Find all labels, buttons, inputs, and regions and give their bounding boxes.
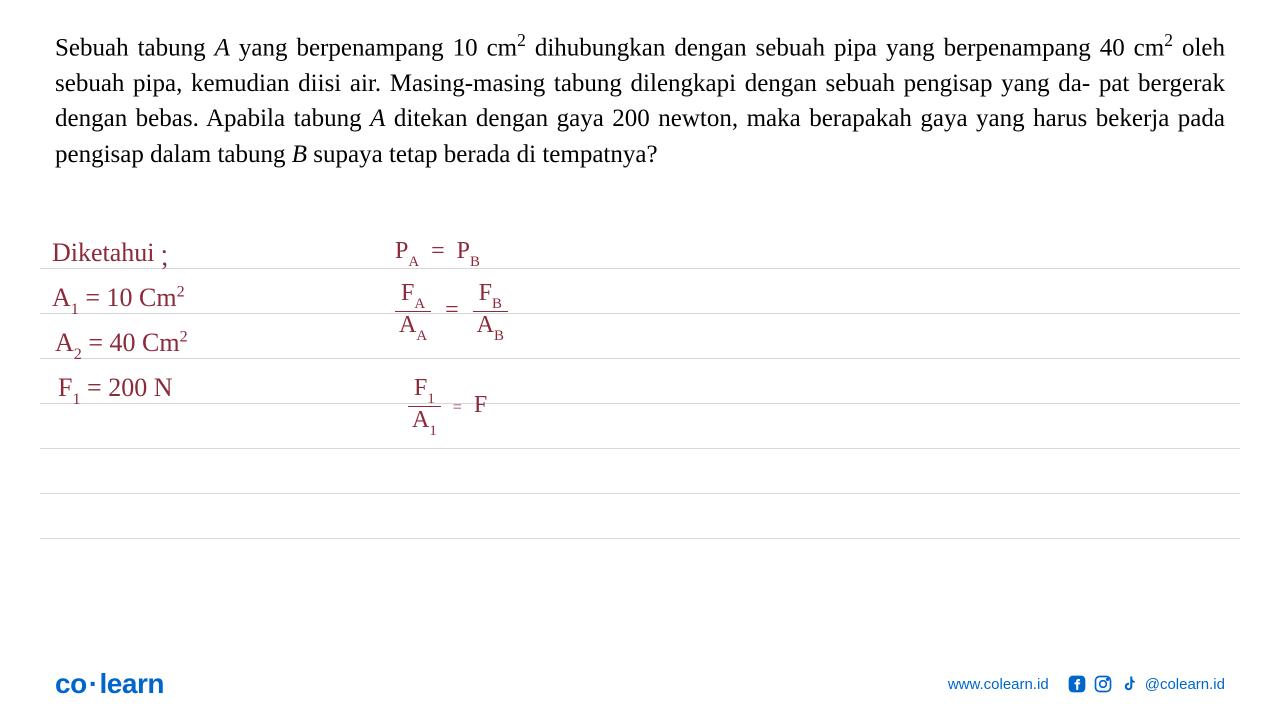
hw-a1: A1 = 10 Cm2 <box>52 283 185 317</box>
footer-url: www.colearn.id <box>948 676 1049 693</box>
tiktok-icon <box>1119 674 1139 694</box>
hw-papb: PA = PB <box>395 238 480 269</box>
logo-part-2: learn <box>100 668 164 699</box>
hw-f1: F1 = 200 N <box>58 373 172 407</box>
hw-f1a1: F1A1 = F <box>408 375 487 438</box>
problem-text: Sebuah tabung A yang berpenampang 10 cm2… <box>55 28 1225 172</box>
hw-fafb: FAAA = FBAB <box>395 280 508 343</box>
logo-part-1: co <box>55 668 87 699</box>
ruled-line <box>40 448 1240 449</box>
ruled-line <box>40 493 1240 494</box>
handwriting-area: Diketahui ., A1 = 10 Cm2 A2 = 40 Cm2 F1 … <box>0 240 1280 620</box>
ruled-line <box>40 358 1240 359</box>
instagram-icon <box>1093 674 1113 694</box>
ruled-line <box>40 538 1240 539</box>
brand-logo: co·learn <box>55 668 164 700</box>
footer: co·learn www.colearn.id @colearn.id <box>0 668 1280 700</box>
footer-handle: @colearn.id <box>1145 676 1225 693</box>
social-icons: @colearn.id <box>1067 674 1225 694</box>
hw-diketahui: Diketahui ., <box>52 238 174 268</box>
footer-right: www.colearn.id @colearn.id <box>948 674 1225 694</box>
ruled-line <box>40 268 1240 269</box>
logo-dot: · <box>89 668 98 699</box>
ruled-line <box>40 313 1240 314</box>
ruled-line <box>40 403 1240 404</box>
facebook-icon <box>1067 674 1087 694</box>
hw-a2: A2 = 40 Cm2 <box>55 328 188 362</box>
